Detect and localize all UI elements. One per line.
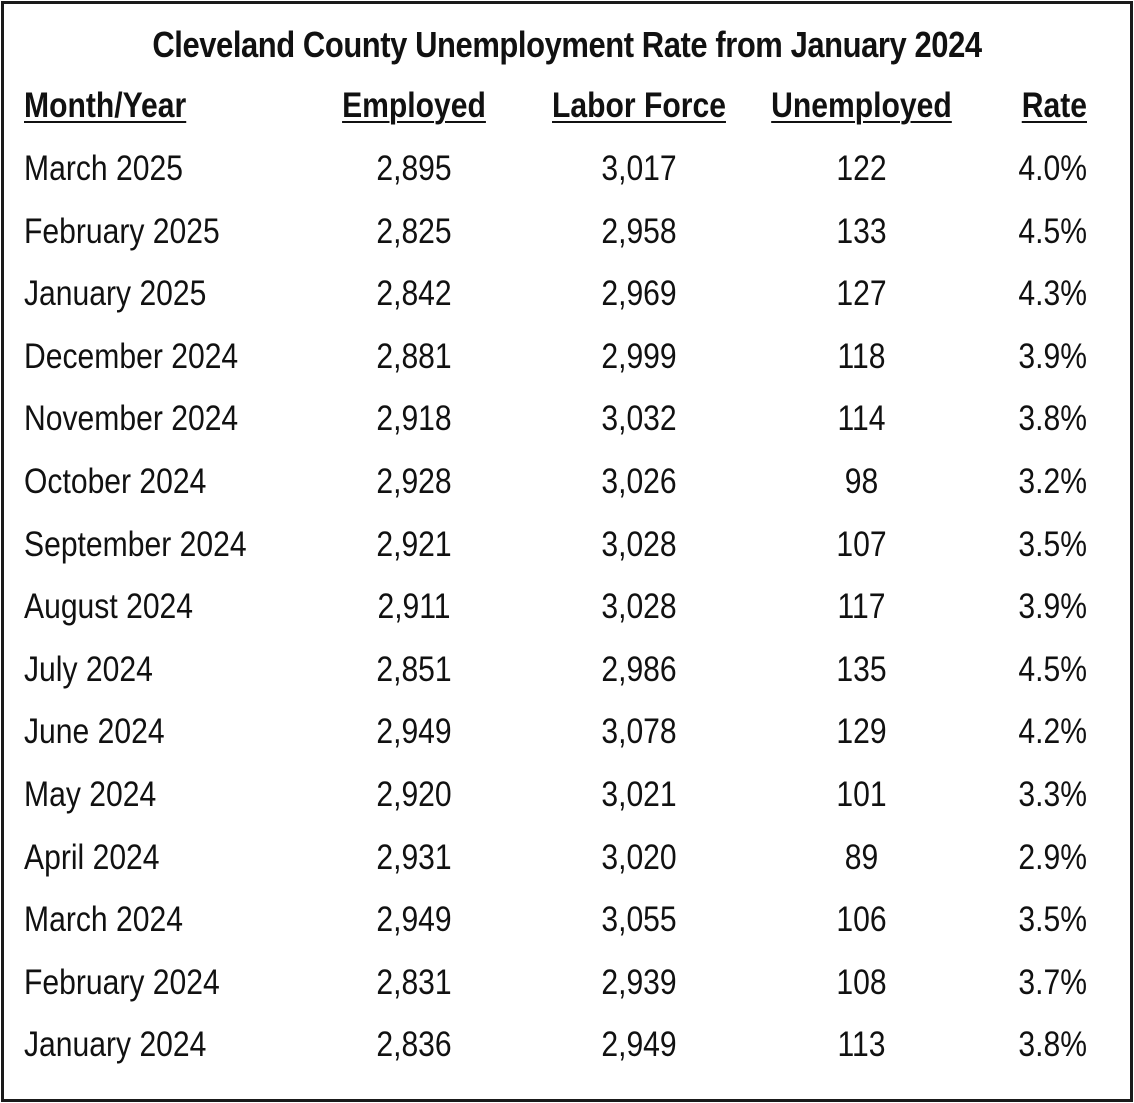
cell-employed: 2,920 [376, 775, 452, 814]
cell-unemployed: 101 [836, 775, 887, 814]
cell-month-year: May 2024 [24, 775, 157, 814]
cell-unemployed: 118 [837, 336, 886, 376]
cell-labor-force: 2,986 [601, 649, 677, 689]
cell-labor-force: 3,078 [601, 712, 677, 752]
cell-rate: 3.2% [1018, 462, 1087, 501]
column-header-employed: Employed [342, 86, 486, 125]
cell-rate: 3.5% [1018, 524, 1087, 564]
cell-rate: 2.9% [1018, 837, 1087, 877]
cell-month-year: March 2025 [24, 149, 183, 188]
column-header-rate: Rate [1021, 86, 1087, 125]
cell-rate: 4.3% [1018, 274, 1087, 314]
cell-month-year: January 2025 [24, 274, 207, 314]
cell-rate: 3.8% [1018, 1025, 1087, 1065]
cell-labor-force: 2,949 [601, 1025, 677, 1065]
cell-unemployed: 133 [836, 211, 887, 251]
cell-unemployed: 113 [837, 1025, 886, 1065]
cell-month-year: December 2024 [24, 336, 239, 376]
column-header-month-year: Month/Year [24, 86, 187, 125]
column-header-labor-force: Labor Force [552, 86, 726, 125]
cell-unemployed: 107 [836, 524, 887, 564]
cell-labor-force: 2,939 [601, 962, 677, 1002]
cell-month-year: January 2024 [24, 1025, 207, 1065]
cell-employed: 2,931 [376, 837, 452, 877]
cell-labor-force: 3,017 [601, 149, 677, 188]
cell-rate: 4.5% [1018, 649, 1087, 689]
cell-unemployed: 114 [837, 399, 886, 439]
column-header-unemployed: Unemployed [771, 86, 952, 125]
cell-employed: 2,851 [376, 649, 452, 689]
cell-labor-force: 3,026 [601, 462, 677, 501]
cell-month-year: March 2024 [24, 900, 183, 940]
cell-month-year: February 2024 [24, 962, 220, 1002]
cell-rate: 3.5% [1018, 900, 1087, 940]
cell-employed: 2,949 [376, 900, 452, 940]
cell-labor-force: 3,021 [601, 775, 677, 814]
cell-labor-force: 3,020 [601, 837, 677, 877]
cell-employed: 2,831 [376, 962, 452, 1002]
cell-unemployed: 98 [844, 462, 879, 501]
cell-rate: 3.9% [1018, 587, 1087, 627]
cell-unemployed: 108 [836, 962, 887, 1002]
cell-month-year: November 2024 [24, 399, 239, 439]
cell-month-year: September 2024 [24, 524, 247, 564]
cell-rate: 4.0% [1018, 149, 1087, 188]
cell-month-year: October 2024 [24, 462, 207, 501]
cell-unemployed: 127 [836, 274, 887, 314]
cell-employed: 2,921 [376, 524, 452, 564]
cell-employed: 2,895 [376, 149, 452, 188]
cell-labor-force: 3,028 [601, 587, 677, 627]
cell-employed: 2,842 [376, 274, 452, 314]
cell-month-year: June 2024 [24, 712, 165, 752]
cell-unemployed: 106 [836, 900, 887, 940]
cell-month-year: August 2024 [24, 587, 194, 627]
cell-month-year: April 2024 [24, 837, 160, 877]
cell-labor-force: 2,999 [601, 336, 677, 376]
cell-rate: 3.8% [1018, 399, 1087, 439]
cell-labor-force: 2,969 [601, 274, 677, 314]
cell-rate: 4.5% [1018, 211, 1087, 251]
cell-month-year: February 2025 [24, 211, 220, 251]
cell-rate: 3.9% [1018, 336, 1087, 376]
cell-rate: 4.2% [1018, 712, 1087, 752]
cell-labor-force: 3,055 [601, 900, 677, 940]
cell-labor-force: 2,958 [601, 211, 677, 251]
cell-employed: 2,825 [376, 211, 452, 251]
cell-unemployed: 135 [836, 649, 887, 689]
cell-unemployed: 122 [836, 149, 887, 188]
cell-unemployed: 117 [837, 587, 886, 627]
cell-labor-force: 3,032 [601, 399, 677, 439]
cell-employed: 2,949 [376, 712, 452, 752]
cell-month-year: July 2024 [24, 649, 153, 689]
table-title: Cleveland County Unemployment Rate from … [152, 24, 982, 65]
cell-unemployed: 129 [836, 712, 887, 752]
cell-employed: 2,911 [377, 587, 451, 627]
cell-rate: 3.3% [1018, 775, 1087, 814]
cell-labor-force: 3,028 [601, 524, 677, 564]
cell-employed: 2,928 [376, 462, 452, 501]
cell-rate: 3.7% [1018, 962, 1087, 1002]
cell-employed: 2,881 [376, 336, 452, 376]
cell-unemployed: 89 [844, 837, 879, 877]
cell-employed: 2,836 [376, 1025, 452, 1065]
cell-employed: 2,918 [376, 399, 452, 439]
